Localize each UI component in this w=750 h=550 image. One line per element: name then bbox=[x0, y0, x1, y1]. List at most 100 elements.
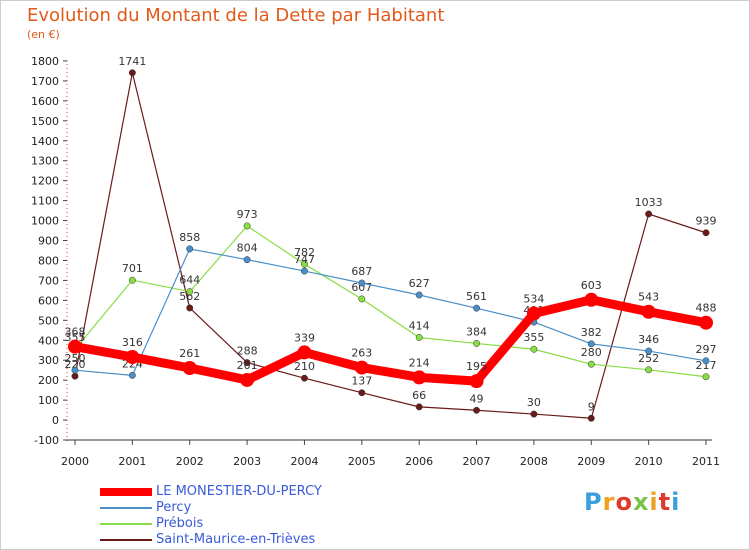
legend-label: Saint-Maurice-en-Trièves bbox=[156, 532, 316, 547]
data-point bbox=[530, 410, 538, 418]
data-point bbox=[354, 360, 369, 375]
data-label: 804 bbox=[237, 242, 258, 255]
data-point bbox=[240, 372, 255, 387]
y-tick-label: 500 bbox=[38, 314, 59, 327]
data-label: 1033 bbox=[635, 196, 663, 209]
data-point bbox=[702, 373, 710, 381]
data-point bbox=[641, 304, 656, 319]
chart-title: Evolution du Montant de la Dette par Hab… bbox=[27, 5, 445, 26]
y-tick-label: 200 bbox=[38, 374, 59, 387]
data-label: 316 bbox=[122, 336, 143, 349]
y-tick-label: 1300 bbox=[31, 155, 59, 168]
x-tick-label: 2006 bbox=[405, 455, 433, 468]
x-tick-label: 2009 bbox=[577, 455, 605, 468]
legend-swatch bbox=[100, 507, 152, 509]
data-point bbox=[186, 245, 194, 253]
y-tick-label: 0 bbox=[52, 414, 59, 427]
data-point bbox=[587, 414, 595, 422]
data-point bbox=[587, 340, 595, 348]
data-label: 534 bbox=[523, 293, 544, 306]
data-point bbox=[530, 345, 538, 353]
y-tick-label: 600 bbox=[38, 294, 59, 307]
data-point bbox=[128, 69, 136, 77]
data-label: 747 bbox=[294, 253, 315, 266]
data-label: 701 bbox=[122, 262, 143, 275]
data-label: 561 bbox=[466, 290, 487, 303]
data-label: 220 bbox=[65, 358, 86, 371]
proxiti-logo: Proxiti bbox=[584, 488, 681, 516]
x-tick-label: 2001 bbox=[118, 455, 146, 468]
legend-label: Prébois bbox=[156, 516, 204, 531]
data-point bbox=[473, 406, 480, 414]
data-label: 858 bbox=[179, 231, 200, 244]
x-tick-label: 2010 bbox=[635, 455, 663, 468]
data-point bbox=[645, 347, 653, 355]
data-point bbox=[125, 350, 140, 365]
data-point bbox=[469, 374, 484, 389]
data-label: 30 bbox=[527, 396, 541, 409]
x-tick-label: 2003 bbox=[233, 455, 261, 468]
y-tick-label: 100 bbox=[38, 394, 59, 407]
data-point bbox=[71, 372, 79, 380]
legend-label: LE MONESTIER-DU-PERCY bbox=[156, 484, 322, 499]
data-label: 252 bbox=[638, 352, 659, 365]
data-label: 939 bbox=[696, 215, 717, 228]
legend-swatch bbox=[100, 523, 152, 525]
data-label: 288 bbox=[237, 345, 258, 358]
data-label: 414 bbox=[409, 319, 430, 332]
data-label: 346 bbox=[638, 333, 659, 346]
data-label: 9 bbox=[588, 400, 595, 413]
series-line bbox=[74, 225, 707, 378]
data-label: 543 bbox=[638, 291, 659, 304]
data-point bbox=[702, 357, 710, 365]
y-tick-label: 1600 bbox=[31, 95, 59, 108]
data-label: 261 bbox=[179, 347, 200, 360]
data-point bbox=[128, 276, 136, 284]
x-tick-label: 2007 bbox=[463, 455, 491, 468]
data-label: 973 bbox=[237, 208, 258, 221]
y-tick-label: 300 bbox=[38, 354, 59, 367]
y-tick-label: 900 bbox=[38, 235, 59, 248]
x-tick-label: 2000 bbox=[61, 455, 89, 468]
y-tick-label: -100 bbox=[34, 434, 59, 447]
data-point bbox=[301, 260, 308, 268]
data-label: 603 bbox=[581, 279, 602, 292]
data-label: 137 bbox=[351, 375, 372, 388]
data-label: 382 bbox=[581, 326, 602, 339]
data-point bbox=[243, 359, 251, 367]
data-label: 687 bbox=[351, 265, 372, 278]
data-point bbox=[301, 374, 308, 382]
y-tick-label: 700 bbox=[38, 274, 59, 287]
series-line bbox=[74, 248, 707, 376]
y-tick-label: 1400 bbox=[31, 135, 59, 148]
data-label: 201 bbox=[237, 359, 258, 372]
data-label: 355 bbox=[65, 331, 86, 344]
data-label: 263 bbox=[351, 347, 372, 360]
data-point bbox=[412, 370, 427, 385]
data-label: 210 bbox=[294, 360, 315, 373]
data-point bbox=[584, 292, 599, 307]
y-tick-label: 1700 bbox=[31, 75, 59, 88]
data-point bbox=[415, 334, 423, 341]
x-tick-label: 2011 bbox=[692, 455, 720, 468]
legend-label: Percy bbox=[156, 500, 192, 515]
x-tick-label: 2008 bbox=[520, 455, 548, 468]
data-label: 355 bbox=[523, 331, 544, 344]
data-label: 250 bbox=[65, 352, 86, 365]
y-tick-label: 1100 bbox=[31, 195, 59, 208]
data-label: 217 bbox=[696, 359, 717, 372]
data-label: 782 bbox=[294, 246, 315, 259]
data-point bbox=[699, 315, 713, 330]
data-point bbox=[473, 340, 480, 347]
data-label: 214 bbox=[409, 356, 430, 369]
data-point bbox=[473, 304, 480, 312]
y-tick-label: 1800 bbox=[31, 55, 59, 68]
data-label: 297 bbox=[696, 343, 717, 356]
data-label: 562 bbox=[179, 290, 200, 303]
data-point bbox=[243, 222, 251, 230]
data-point bbox=[358, 279, 366, 287]
data-point bbox=[415, 291, 423, 299]
x-tick-label: 2004 bbox=[290, 455, 318, 468]
